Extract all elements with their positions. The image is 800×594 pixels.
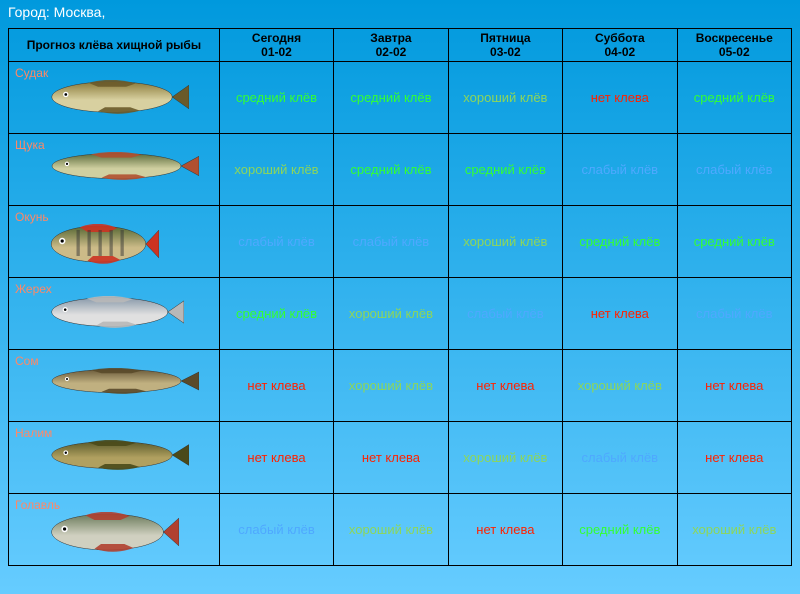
fish-name: Окунь [15,210,213,224]
forecast-cell: средний клёв [219,62,333,134]
day-date: 04-02 [565,45,674,59]
forecast-cell: нет клева [219,422,333,494]
forecast-cell: хороший клёв [334,350,448,422]
forecast-cell: средний клёв [563,206,677,278]
forecast-cell: слабый клёв [448,278,562,350]
table-row: Сом нет клевахороший клёвнет клевахороши… [9,350,792,422]
fish-name: Сом [15,354,213,368]
fish-label-cell: Голавль [9,494,220,566]
day-name: Суббота [565,31,674,45]
forecast-cell: хороший клёв [448,206,562,278]
day-name: Пятница [451,31,560,45]
fish-icon [49,440,189,470]
table-row: Жерех средний клёвхороший клёвслабый клё… [9,278,792,350]
fish-icon [49,296,184,328]
forecast-cell: хороший клёв [563,350,677,422]
forecast-cell: хороший клёв [677,494,791,566]
forecast-cell: нет клева [448,350,562,422]
fish-name: Судак [15,66,213,80]
forecast-cell: средний клёв [219,278,333,350]
fish-label-cell: Налим [9,422,220,494]
fish-name: Жерех [15,282,213,296]
forecast-cell: слабый клёв [219,494,333,566]
day-name: Завтра [336,31,445,45]
day-date: 01-02 [222,45,331,59]
fish-name: Голавль [15,498,213,512]
forecast-cell: хороший клёв [448,422,562,494]
forecast-cell: слабый клёв [563,422,677,494]
forecast-cell: слабый клёв [334,206,448,278]
forecast-cell: хороший клёв [334,278,448,350]
forecast-cell: средний клёв [677,62,791,134]
forecast-cell: средний клёв [448,134,562,206]
header-day-4: Воскресенье 05-02 [677,29,791,62]
forecast-cell: средний клёв [334,62,448,134]
forecast-cell: хороший клёв [334,494,448,566]
forecast-cell: средний клёв [334,134,448,206]
table-row: Голавль слабый клёвхороший клёвнет клева… [9,494,792,566]
table-row: Окунь слабый клёвслабый клёвхороший клёв… [9,206,792,278]
fish-label-cell: Жерех [9,278,220,350]
forecast-cell: нет клева [677,350,791,422]
header-day-2: Пятница 03-02 [448,29,562,62]
forecast-cell: слабый клёв [563,134,677,206]
forecast-cell: нет клева [563,278,677,350]
header-day-3: Суббота 04-02 [563,29,677,62]
day-date: 02-02 [336,45,445,59]
fish-icon [49,368,199,394]
fish-label-cell: Щука [9,134,220,206]
forecast-cell: нет клева [219,350,333,422]
forecast-cell: нет клева [677,422,791,494]
forecast-cell: нет клева [563,62,677,134]
fish-icon [49,152,199,180]
header-fish-col: Прогноз клёва хищной рыбы [9,29,220,62]
table-row: Судак средний клёвсредний клёвхороший кл… [9,62,792,134]
header-day-1: Завтра 02-02 [334,29,448,62]
day-name: Сегодня [222,31,331,45]
fish-icon [49,80,189,114]
forecast-cell: слабый клёв [677,134,791,206]
forecast-cell: слабый клёв [219,206,333,278]
fish-name: Налим [15,426,213,440]
city-label: Город: Москва, [0,0,800,24]
header-day-0: Сегодня 01-02 [219,29,333,62]
table-row: Щука хороший клёвсредний клёвсредний клё… [9,134,792,206]
day-date: 03-02 [451,45,560,59]
forecast-cell: средний клёв [563,494,677,566]
forecast-cell: средний клёв [677,206,791,278]
forecast-cell: слабый клёв [677,278,791,350]
fish-label-cell: Судак [9,62,220,134]
fish-label-cell: Сом [9,350,220,422]
fish-label-cell: Окунь [9,206,220,278]
fish-icon [49,512,179,552]
table-row: Налим нет клеванет клевахороший клёвслаб… [9,422,792,494]
fish-icon [49,224,159,264]
day-date: 05-02 [680,45,789,59]
forecast-table: Прогноз клёва хищной рыбы Сегодня 01-02 … [8,28,792,566]
forecast-cell: нет клева [448,494,562,566]
forecast-cell: хороший клёв [219,134,333,206]
forecast-cell: нет клева [334,422,448,494]
header-row: Прогноз клёва хищной рыбы Сегодня 01-02 … [9,29,792,62]
forecast-cell: хороший клёв [448,62,562,134]
day-name: Воскресенье [680,31,789,45]
fish-name: Щука [15,138,213,152]
